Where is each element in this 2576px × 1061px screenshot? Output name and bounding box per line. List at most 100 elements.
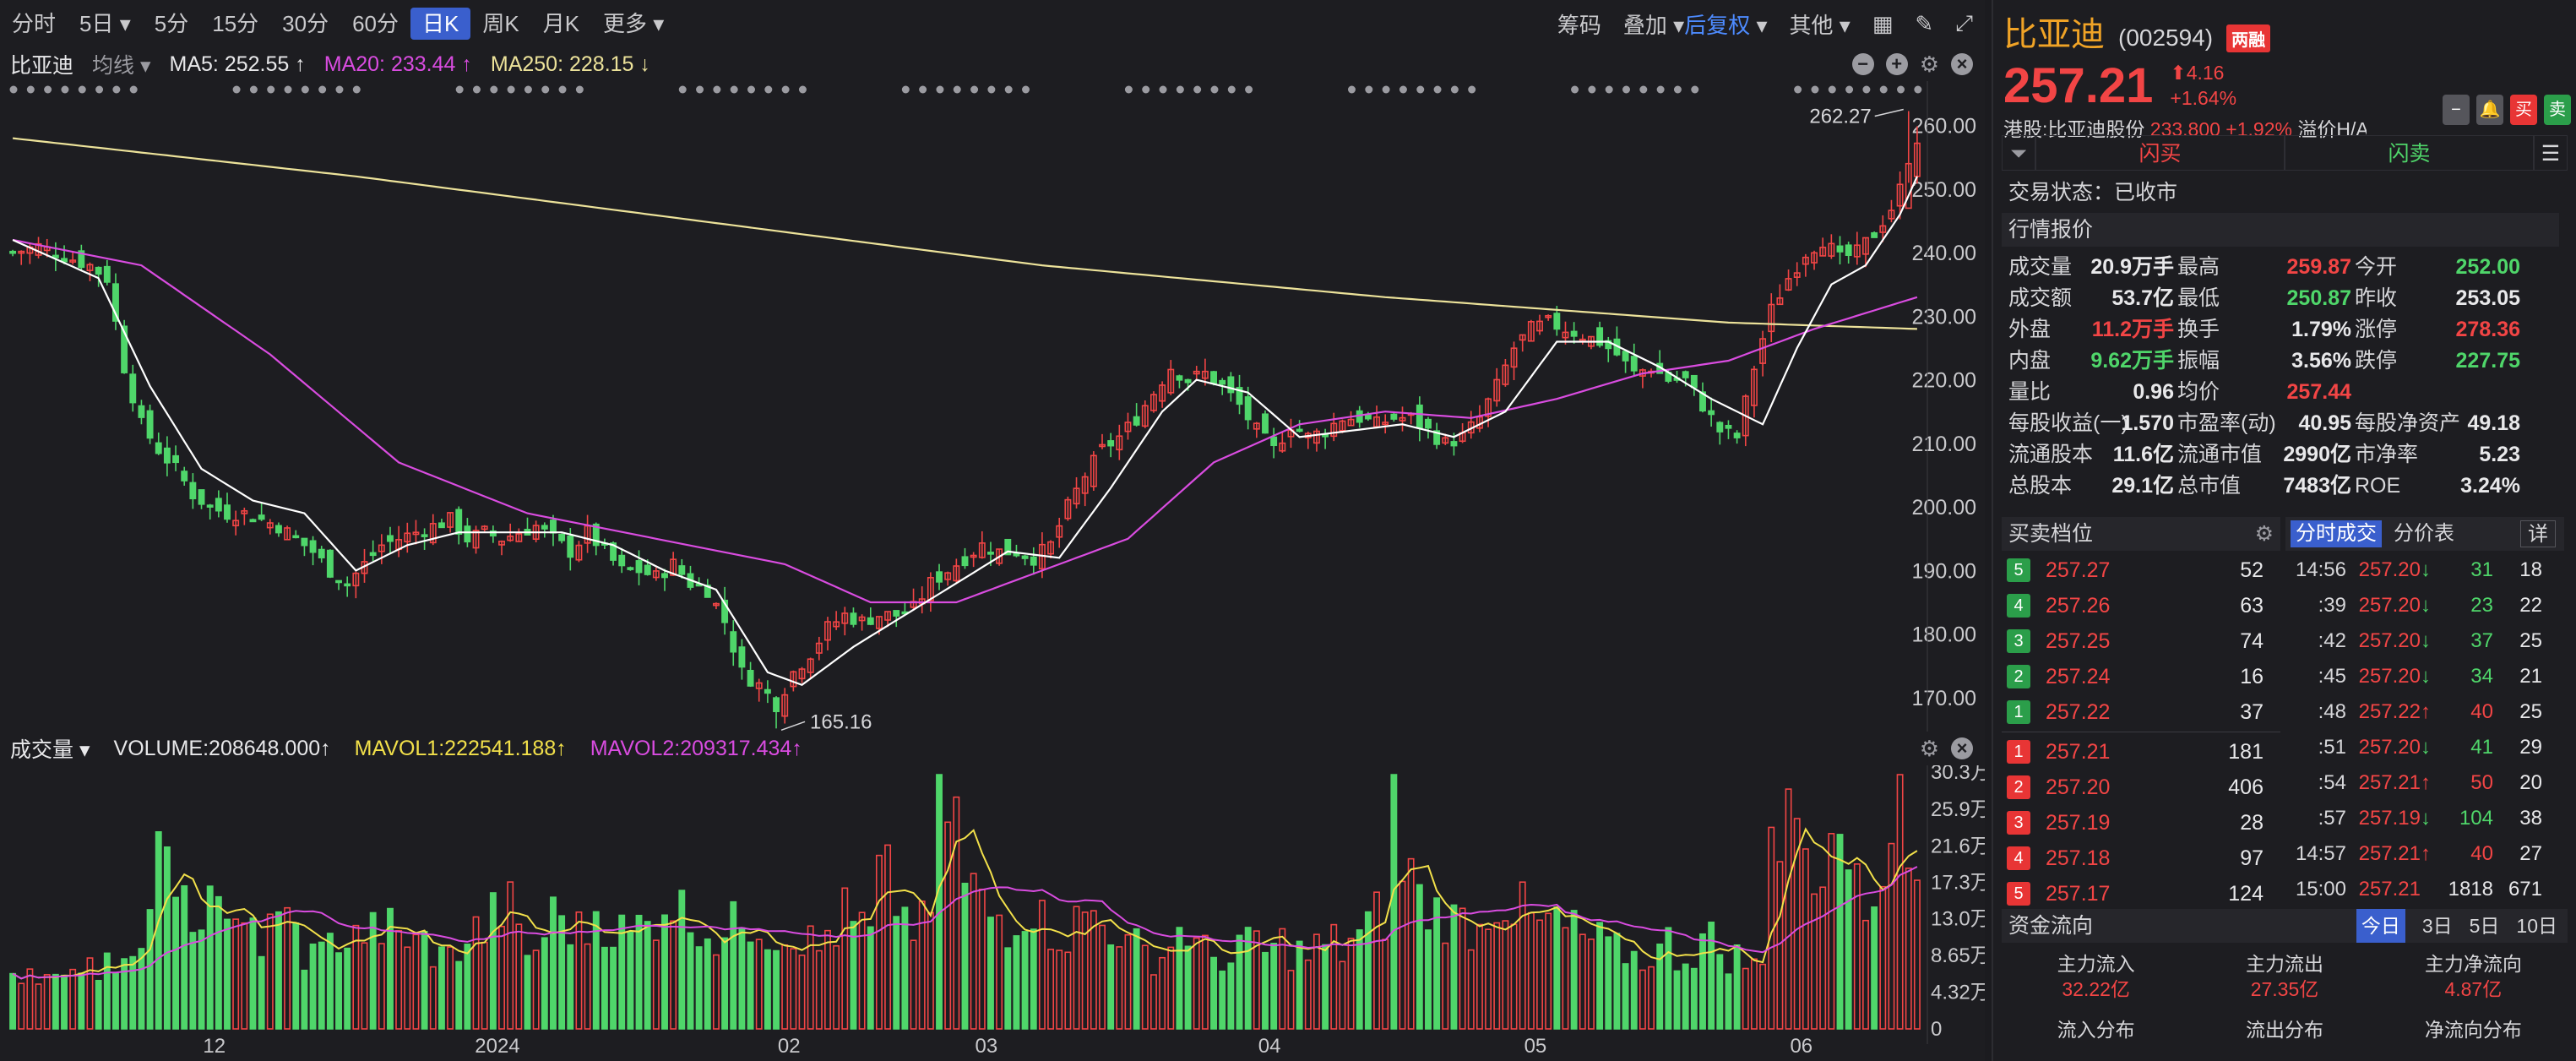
event-marker-dot[interactable] xyxy=(558,85,567,94)
order-book-row[interactable]: 1 257.21 181 xyxy=(2002,734,2280,770)
event-marker-dot[interactable] xyxy=(1914,85,1922,94)
event-marker-dot[interactable] xyxy=(455,85,464,94)
event-marker-dot[interactable] xyxy=(798,85,807,94)
event-marker-dot[interactable] xyxy=(1433,85,1442,94)
fund-tab-5d[interactable]: 5日 xyxy=(2469,915,2500,937)
event-marker-dot[interactable] xyxy=(267,85,275,94)
event-marker-dot[interactable] xyxy=(936,85,944,94)
fund-tab-today[interactable]: 今日 xyxy=(2356,909,2405,943)
order-book-row[interactable]: 2 257.24 16 xyxy=(2002,659,2280,694)
fund-tab-3d[interactable]: 3日 xyxy=(2421,915,2453,937)
minus-button[interactable]: − xyxy=(2443,95,2470,125)
event-marker-dot[interactable] xyxy=(1639,85,1648,94)
zoom-out-icon[interactable]: − xyxy=(1851,53,1874,75)
event-marker-dot[interactable] xyxy=(1159,85,1167,94)
event-marker-dot[interactable] xyxy=(1382,85,1390,94)
tab-detail[interactable]: 详 xyxy=(2520,520,2556,547)
event-marker-dot[interactable] xyxy=(1605,85,1613,94)
event-marker-dot[interactable] xyxy=(713,85,721,94)
event-marker-dot[interactable] xyxy=(472,85,481,94)
event-marker-dot[interactable] xyxy=(764,85,773,94)
settings-icon[interactable]: ⚙ xyxy=(1919,52,1939,77)
tf-5min[interactable]: 5分 xyxy=(154,11,189,36)
event-marker-dot[interactable] xyxy=(781,85,790,94)
zoom-in-icon[interactable]: + xyxy=(1885,53,1908,75)
event-marker-dot[interactable] xyxy=(1845,85,1854,94)
event-marker-dot[interactable] xyxy=(1794,85,1802,94)
event-marker-dot[interactable] xyxy=(696,85,704,94)
event-marker-dot[interactable] xyxy=(1176,85,1184,94)
event-marker-dot[interactable] xyxy=(1811,85,1819,94)
event-marker-dot[interactable] xyxy=(1622,85,1631,94)
event-marker-dot[interactable] xyxy=(1862,85,1871,94)
quick-sell-button[interactable]: 闪卖 xyxy=(2285,135,2534,171)
line-type-select[interactable]: 均线 ▾ xyxy=(92,54,151,78)
tf-15min[interactable]: 15分 xyxy=(212,11,259,36)
order-book-row[interactable]: 5 257.17 124 xyxy=(2002,876,2280,911)
pen-icon[interactable]: ✎ xyxy=(1915,10,1934,36)
event-marker-dot[interactable] xyxy=(1828,85,1836,94)
tf-5day[interactable]: 5日 ▾ xyxy=(79,11,131,36)
event-marker-dot[interactable] xyxy=(78,85,86,94)
event-marker-dot[interactable] xyxy=(1450,85,1459,94)
event-marker-dot[interactable] xyxy=(1124,85,1133,94)
tf-weekly[interactable]: 周K xyxy=(482,11,519,36)
event-marker-dot[interactable] xyxy=(1365,85,1373,94)
order-book-row[interactable]: 4 257.18 97 xyxy=(2002,841,2280,876)
order-book-row[interactable]: 1 257.22 37 xyxy=(2002,694,2280,730)
order-book-settings-icon[interactable]: ⚙ xyxy=(2254,522,2274,546)
quick-buy-button[interactable]: 闪买 xyxy=(2035,135,2285,171)
event-marker-dot[interactable] xyxy=(678,85,687,94)
fullscreen-icon[interactable]: ⤢ xyxy=(1955,10,1973,35)
event-marker-dot[interactable] xyxy=(730,85,738,94)
event-marker-dot[interactable] xyxy=(1673,85,1682,94)
fund-tab-10d[interactable]: 10日 xyxy=(2516,915,2557,937)
event-marker-dot[interactable] xyxy=(901,85,910,94)
tab-ticks[interactable]: 分时成交 xyxy=(2291,520,2382,547)
event-marker-dot[interactable] xyxy=(352,85,361,94)
event-marker-dot[interactable] xyxy=(507,85,515,94)
event-marker-dot[interactable] xyxy=(318,85,327,94)
event-marker-dot[interactable] xyxy=(1004,85,1013,94)
event-marker-dot[interactable] xyxy=(1227,85,1236,94)
event-marker-dot[interactable] xyxy=(490,85,498,94)
event-marker-dot[interactable] xyxy=(919,85,927,94)
event-marker-dot[interactable] xyxy=(1571,85,1579,94)
overlay-button[interactable]: 叠加 ▾后复权 ▾ xyxy=(1622,12,1768,38)
event-marker-dot[interactable] xyxy=(1399,85,1407,94)
event-marker-dot[interactable] xyxy=(44,85,52,94)
event-marker-dot[interactable] xyxy=(1879,85,1888,94)
event-marker-dot[interactable] xyxy=(1193,85,1202,94)
event-marker-dot[interactable] xyxy=(26,85,35,94)
tf-daily[interactable]: 日K xyxy=(410,8,471,40)
event-marker-dot[interactable] xyxy=(1245,85,1253,94)
event-marker-dot[interactable] xyxy=(301,85,309,94)
sell-icon[interactable]: 卖 xyxy=(2544,95,2571,125)
volume-close-icon[interactable]: × xyxy=(1951,737,1973,759)
event-marker-dot[interactable] xyxy=(335,85,344,94)
buy-icon[interactable]: 买 xyxy=(2510,95,2537,125)
event-marker-dot[interactable] xyxy=(953,85,961,94)
event-marker-dot[interactable] xyxy=(575,85,584,94)
close-icon[interactable]: × xyxy=(1951,53,1973,75)
tab-price-table[interactable]: 分价表 xyxy=(2394,522,2454,545)
event-marker-dot[interactable] xyxy=(9,85,18,94)
event-marker-dot[interactable] xyxy=(1416,85,1425,94)
chips-button[interactable]: 筹码 xyxy=(1557,12,1601,38)
collapse-icon[interactable]: ⏷ xyxy=(2002,135,2035,171)
order-book-row[interactable]: 3 257.25 74 xyxy=(2002,623,2280,659)
event-marker-dot[interactable] xyxy=(249,85,258,94)
event-marker-dot[interactable] xyxy=(1347,85,1356,94)
grid-icon[interactable]: ▦ xyxy=(1872,10,1894,36)
order-book-row[interactable]: 2 257.20 406 xyxy=(2002,770,2280,805)
event-marker-dot[interactable] xyxy=(1691,85,1699,94)
event-marker-dot[interactable] xyxy=(112,85,121,94)
event-marker-dot[interactable] xyxy=(284,85,292,94)
event-marker-dot[interactable] xyxy=(987,85,996,94)
event-marker-dot[interactable] xyxy=(61,85,69,94)
bell-icon[interactable]: 🔔 xyxy=(2476,95,2503,125)
tf-intraday[interactable]: 分时 xyxy=(12,11,57,36)
volume-settings-icon[interactable]: ⚙ xyxy=(1919,736,1939,761)
event-marker-dot[interactable] xyxy=(1022,85,1030,94)
menu-icon[interactable]: ☰ xyxy=(2534,135,2568,171)
